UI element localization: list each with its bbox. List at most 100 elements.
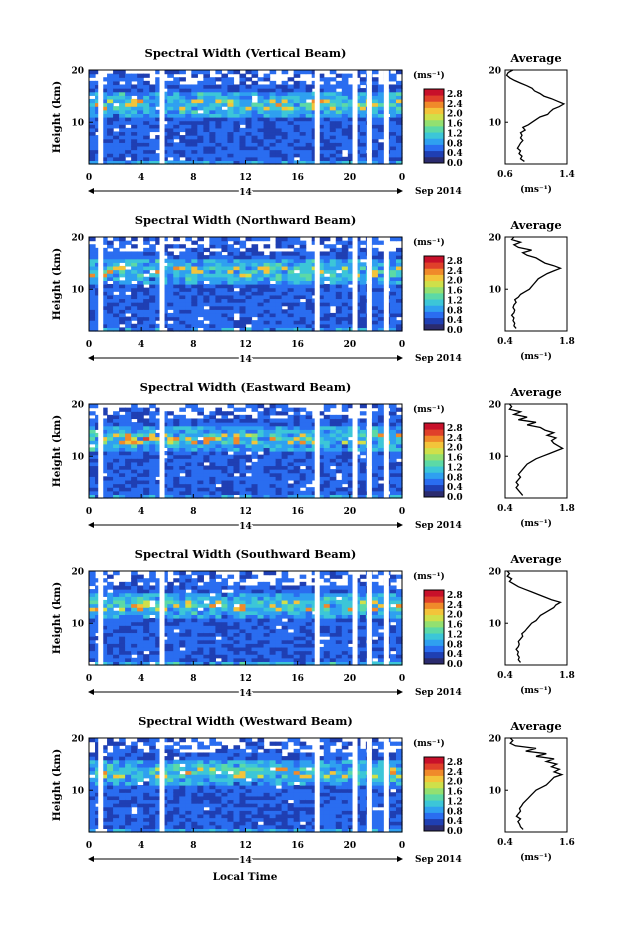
heatmap-cell [167,153,174,158]
heatmap-cell [221,138,229,143]
heatmap-cell [251,472,259,477]
heatmap-cell [257,639,265,644]
heatmap-cell [341,646,349,652]
heatmap-cell [215,451,223,456]
heatmap-cell [119,589,126,594]
heatmap-cell [269,95,277,100]
heatmap-cell [173,298,180,303]
heatmap-cell [329,98,337,104]
heatmap-cell [257,145,265,151]
heatmap-cell [215,607,223,612]
heatmap-cell [107,298,114,303]
heatmap-cell [125,255,132,260]
heatmap-cell [299,106,307,111]
heatmap-cell [101,291,108,296]
colorbar-tick-label: 1.2 [447,296,463,306]
heatmap-cell [137,418,144,423]
x-tick-label: 20 [344,340,357,350]
heatmap-cell [191,323,198,328]
heatmap-cell [377,657,385,662]
heatmap-cell [377,309,385,314]
heatmap-cell [227,98,235,104]
heatmap-cell [389,102,397,107]
heatmap-cell [347,447,355,452]
heatmap-cell [293,469,301,474]
heatmap-cell [191,610,198,615]
heatmap-cell [287,280,295,285]
heatmap-cell [125,490,132,495]
heatmap-cell [167,625,174,630]
heatmap-cell [269,291,277,296]
heatmap-cell [233,153,241,158]
heatmap-cell [131,291,138,296]
heatmap-cell [269,273,277,278]
heatmap-cell [191,276,198,281]
heatmap-cell [191,465,198,470]
heatmap-cell [143,276,150,281]
heatmap-cell [329,88,337,93]
heatmap-cell [179,429,186,434]
heatmap-cell [287,294,295,300]
heatmap-cell [263,142,271,147]
heatmap-cell [257,432,265,438]
heatmap-cell [89,632,96,637]
heatmap-cell [335,237,343,242]
heatmap-cell [203,124,210,129]
heatmap-cell [137,149,144,154]
heatmap-cell [89,479,96,485]
heatmap-cell [191,425,198,430]
heatmap-cell [125,461,132,467]
heatmap-cell [347,294,355,300]
colorbar-swatch [424,107,444,115]
heatmap-cell [347,95,355,100]
heatmap-cell [233,607,241,612]
heatmap-cell [233,458,241,463]
heatmap-cell [107,95,114,100]
heatmap-cell [215,77,223,82]
heatmap-cell [359,628,367,634]
heatmap-cell [191,135,198,140]
x-tick-label: 16 [291,340,304,350]
heatmap-cell [371,589,379,594]
heatmap-cell [257,269,265,274]
heatmap-cell [293,320,301,325]
heatmap-cell [245,106,253,111]
heatmap-cell [377,316,385,321]
heatmap-cell [341,618,349,623]
heatmap-cell [107,418,114,423]
heatmap-cell [299,589,307,594]
heatmap-cell [173,585,180,590]
heatmap-cell [329,461,337,467]
heatmap-cell [305,625,313,630]
heatmap-cell [389,135,397,140]
heatmap-cell [293,240,301,245]
heatmap-cell [107,77,114,82]
heatmap-cell [101,607,108,612]
heatmap-cell [293,145,301,151]
heatmap-cell [275,135,283,140]
heatmap-cell [347,265,355,271]
heatmap-cell [281,440,289,445]
heatmap-cell [113,95,120,100]
heatmap-cell [137,440,144,445]
heatmap-cell [263,98,271,104]
heatmap-cell [287,149,295,154]
heatmap-cell [245,265,253,271]
heatmap-cell [245,607,253,612]
heatmap-cell [263,429,271,434]
heatmap-cell [227,258,235,263]
heatmap-cell [143,578,150,583]
heatmap-cell [239,309,247,314]
heatmap-cell [317,276,325,281]
heatmap-cell [263,476,271,481]
heatmap-cell [143,247,150,253]
heatmap-cell [125,596,132,601]
heatmap-cell [197,454,204,459]
heatmap-cell [131,618,138,623]
heatmap-cell [305,287,313,292]
heatmap-cell [371,287,379,292]
heatmap-cell [215,117,223,122]
heatmap-cell [281,639,289,644]
heatmap-cell [329,490,337,495]
heatmap-cell [191,258,198,263]
